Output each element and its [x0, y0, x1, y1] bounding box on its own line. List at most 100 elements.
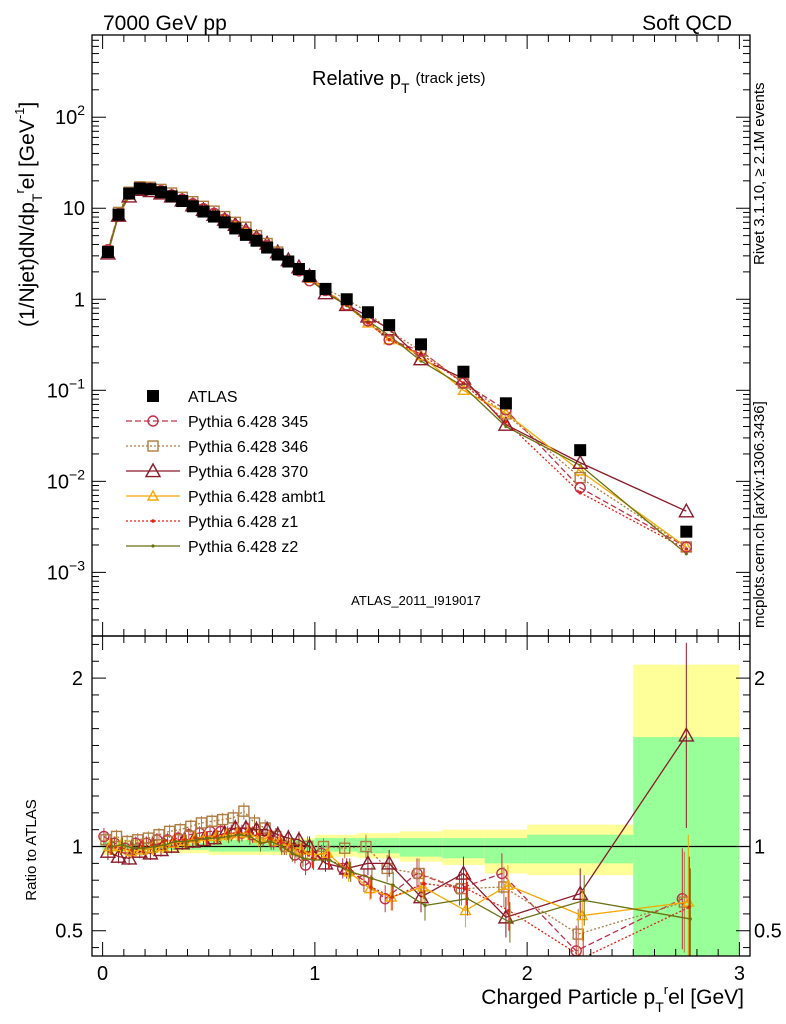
data-point-8 [186, 200, 199, 213]
main-ytick-label-2: 10−1 [47, 375, 85, 402]
ambt1-point-28 [680, 540, 693, 552]
z2-point-16 [280, 844, 284, 849]
band-inner-5 [399, 838, 443, 857]
tick-exponent: 2 [77, 102, 85, 118]
z2-point-18 [301, 856, 305, 860]
z2-point-26 [504, 424, 508, 429]
tick-exponent: −2 [69, 466, 85, 482]
data-point-legend [147, 390, 159, 402]
p346-point-13 [238, 805, 250, 817]
z2-point-4 [152, 844, 156, 849]
z2-point-2 [131, 846, 135, 850]
legend-label-z1: Pythia 6.428 z1 [188, 514, 298, 531]
main-ytick-label-4: 10 [63, 198, 85, 220]
data-point-2 [123, 187, 136, 200]
p370-point-22 [359, 854, 377, 870]
ratio-ytick-label-left-2: 2 [72, 668, 83, 690]
band-inner-6 [442, 838, 485, 859]
analysis-label: ATLAS_2011_I919017 [351, 593, 481, 608]
tick-base: 10 [47, 380, 69, 402]
data-point-26 [499, 397, 512, 410]
p345-point-26 [496, 867, 508, 880]
p346-point-26 [498, 881, 510, 893]
z1-point-23 [387, 337, 391, 342]
legend-label-data: ATLAS [188, 389, 238, 406]
z2-point-25 [465, 897, 470, 901]
p370-point-24 [412, 350, 430, 366]
z2-point-legend [151, 544, 155, 548]
ambt1-point-25 [457, 383, 470, 396]
z1-point-legend [151, 519, 155, 523]
data-point-17 [282, 255, 295, 268]
data-point-3 [133, 182, 146, 195]
tick-base: 10 [47, 471, 69, 493]
data-point-4 [144, 183, 157, 196]
p345-point-0 [98, 830, 110, 843]
z2-point-27 [582, 898, 586, 903]
z2-point-17 [290, 851, 294, 855]
z2-point-1 [120, 843, 125, 847]
ambt1-point-27 [574, 464, 587, 476]
z2-point-7 [184, 839, 188, 844]
ratio-ytick-label-left-1: 1 [72, 837, 83, 859]
ratio-ytick-label-right-0: 0.5 [754, 921, 782, 943]
data-point-25 [457, 365, 470, 378]
p370-point-26 [497, 416, 515, 431]
z2-point-22 [370, 876, 374, 881]
rivet-label: Rivet 3.1.10, ≥ 2.1M events [751, 83, 768, 266]
tick-exponent: −1 [69, 375, 85, 391]
z2-point-15 [269, 839, 273, 844]
z1-point-26 [504, 420, 508, 424]
p370-point-28 [678, 502, 695, 518]
main-ylabel: (1/Njet)dN/dpTrel [GeV-1] [12, 102, 45, 327]
z2-point-10 [216, 836, 220, 840]
main-ytick-label-0: 10−3 [47, 557, 85, 584]
p345-point-25 [457, 377, 470, 389]
p345-point-19 [299, 859, 312, 871]
p370-point-18 [290, 831, 308, 847]
legend-label-p346: Pythia 6.428 346 [188, 439, 308, 456]
p370-point-28 [678, 726, 695, 742]
p345-point-28 [680, 541, 693, 553]
p370-line [107, 188, 687, 512]
z2-point-11 [227, 834, 231, 839]
z2-point-13 [248, 834, 252, 839]
ratio-ytick-label-right-1: 1 [754, 837, 765, 859]
z1-point-28 [684, 547, 689, 551]
data-point-0 [101, 246, 114, 259]
data-point-9 [197, 205, 210, 218]
ambt1-point-23 [382, 333, 396, 345]
z2-point-28 [684, 552, 688, 556]
z2-point-0 [110, 844, 114, 849]
data-point-19 [303, 270, 316, 283]
data-point-1 [112, 208, 125, 221]
z2-point-26 [508, 920, 512, 924]
z2-point-5 [163, 843, 167, 847]
main-ytick-label-5: 102 [55, 102, 85, 129]
p346-point-12 [227, 812, 239, 824]
p345-point-23 [383, 333, 395, 346]
header-left: 7000 GeV pp [103, 12, 227, 35]
p345-point-legend [147, 415, 159, 427]
legend: ATLAS Pythia 6.428 345 Pythia 6.428 346 Pyt… [126, 389, 326, 556]
band-inner-2 [208, 839, 315, 852]
z2-point-6 [173, 839, 178, 844]
data-point-13 [239, 228, 252, 241]
p370-point-23 [380, 854, 398, 870]
data-point-15 [261, 241, 274, 254]
band-inner-8 [527, 834, 634, 864]
ambt1-point-26 [501, 878, 515, 890]
data-point-11 [218, 216, 231, 229]
tick-exponent: −3 [69, 557, 85, 573]
data-point-7 [176, 195, 189, 208]
ratio-ytick-label-right-2: 2 [754, 668, 765, 690]
ratio-ytick-label-left-0: 0.5 [55, 921, 83, 943]
tick-base: 10 [47, 562, 69, 584]
z2-point-21 [349, 870, 353, 874]
data-point-23 [383, 319, 396, 332]
z2-point-23 [391, 883, 395, 887]
data-point-14 [250, 234, 263, 247]
data-point-12 [229, 222, 242, 235]
